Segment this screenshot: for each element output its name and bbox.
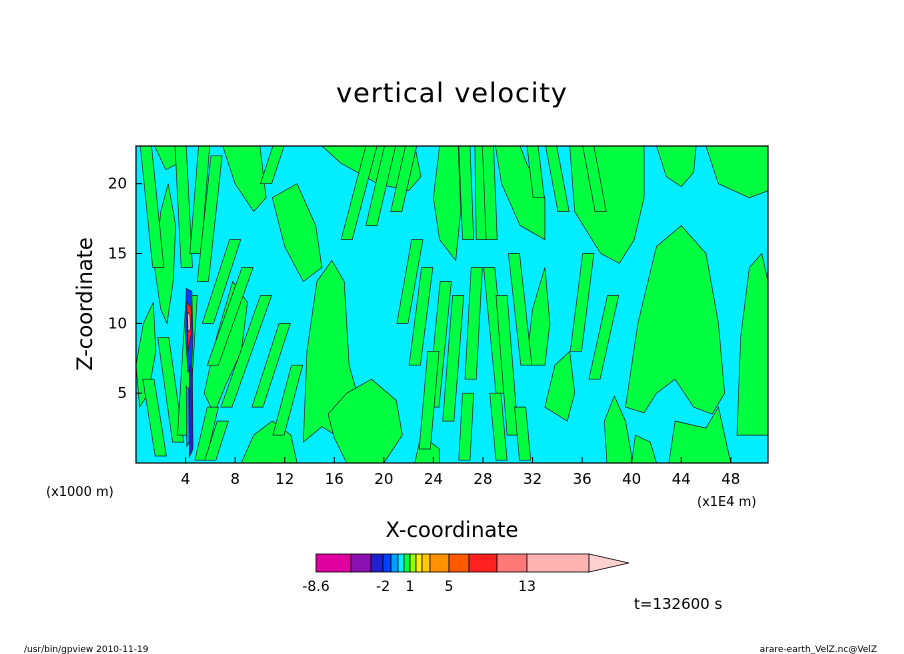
colorbar-tick-label: 5 xyxy=(445,579,454,595)
x-tick-label: 12 xyxy=(275,470,294,488)
contour-region xyxy=(206,267,254,366)
contour-region xyxy=(196,155,223,282)
contour-region xyxy=(251,323,291,408)
x-tick-label: 40 xyxy=(622,470,641,488)
contour-region xyxy=(271,183,323,283)
footer-right: arare-earth_VelZ.nc@VelZ xyxy=(760,645,877,654)
contour-region xyxy=(464,267,483,380)
contour-region xyxy=(489,392,508,461)
contour-region xyxy=(396,239,424,324)
x-tick-label: 44 xyxy=(672,470,691,488)
contour-region xyxy=(220,295,273,408)
contour-region xyxy=(526,267,551,366)
colorbar-segment xyxy=(468,553,498,573)
colorbar-segment xyxy=(350,553,372,573)
colorbar-segment xyxy=(421,553,431,573)
contour-region xyxy=(408,267,434,366)
colorbar-segment xyxy=(397,553,405,573)
colorbar-tick-label: 13 xyxy=(518,579,536,595)
contour-region xyxy=(154,183,177,325)
contour-region xyxy=(508,253,533,366)
colorbar-segment xyxy=(526,553,590,573)
y-tick-label: 15 xyxy=(108,245,127,263)
colorbar-segment xyxy=(370,553,384,573)
contour-region xyxy=(188,364,194,458)
x-tick-label: 28 xyxy=(473,470,492,488)
colorbar-tick-label: -8.6 xyxy=(302,579,329,595)
contour-region xyxy=(442,295,465,422)
colorbar-segment xyxy=(390,553,399,573)
colorbar-ticks: -8.6 -2 1 5 13 xyxy=(302,579,536,595)
contour-region xyxy=(157,336,185,443)
contour-region xyxy=(204,420,229,461)
plot-area xyxy=(135,145,769,464)
colorbar-segment xyxy=(448,553,470,573)
y-tick-label: 5 xyxy=(117,384,127,402)
colorbar-tick-label: 1 xyxy=(406,579,415,595)
y-tick-label: 20 xyxy=(108,175,127,193)
colorbar-extend-max xyxy=(588,553,630,573)
contour-region xyxy=(142,378,167,457)
time-label: t=132600 s xyxy=(634,595,722,613)
contour-region xyxy=(327,378,403,464)
x-tick-label: 4 xyxy=(181,470,191,488)
colorbar xyxy=(315,553,630,573)
contour-region xyxy=(494,145,546,241)
contour-region xyxy=(185,385,190,448)
y-axis: 5 10 15 20 xyxy=(108,175,142,402)
x-tick-label: 20 xyxy=(374,470,393,488)
x-axis-unit: (x1E4 m) xyxy=(697,495,756,510)
colorbar-segment xyxy=(415,553,423,573)
y-tick-label: 10 xyxy=(108,314,127,332)
contour-region xyxy=(272,364,304,436)
colorbar-segment xyxy=(315,553,352,573)
x-tick-label: 8 xyxy=(230,470,240,488)
x-tick-label: 16 xyxy=(325,470,344,488)
contour-region xyxy=(514,406,532,461)
x-axis: 4 8 12 16 20 24 28 32 36 40 44 48 xyxy=(181,457,740,488)
x-tick-label: 24 xyxy=(424,470,443,488)
colorbar-tick-label: -2 xyxy=(376,579,390,595)
contour-region xyxy=(544,350,576,422)
colorbar-segment xyxy=(409,553,417,573)
colorbar-segment xyxy=(496,553,528,573)
x-tick-label: 48 xyxy=(721,470,740,488)
contour-region xyxy=(588,295,620,380)
contour-region xyxy=(458,392,475,461)
contour-region xyxy=(201,239,242,324)
contour-region xyxy=(187,311,191,333)
colorbar-segment xyxy=(382,553,392,573)
colorbar-segment xyxy=(403,553,411,573)
contour-field xyxy=(135,145,769,464)
y-axis-label: Z-coordinate xyxy=(73,237,97,371)
x-axis-label: X-coordinate xyxy=(386,518,519,542)
contour-region xyxy=(418,350,440,450)
y-axis-unit: (x1000 m) xyxy=(46,485,114,500)
colorbar-segment xyxy=(429,553,450,573)
x-tick-label: 36 xyxy=(573,470,592,488)
plot-frame xyxy=(135,145,769,464)
chart-title: vertical velocity xyxy=(336,78,568,109)
contour-region xyxy=(625,225,725,415)
contour-region xyxy=(569,253,595,352)
contour-region xyxy=(135,302,157,409)
x-tick-label: 32 xyxy=(523,470,542,488)
footer-left: /usr/bin/gpview 2010-11-19 xyxy=(24,645,149,654)
